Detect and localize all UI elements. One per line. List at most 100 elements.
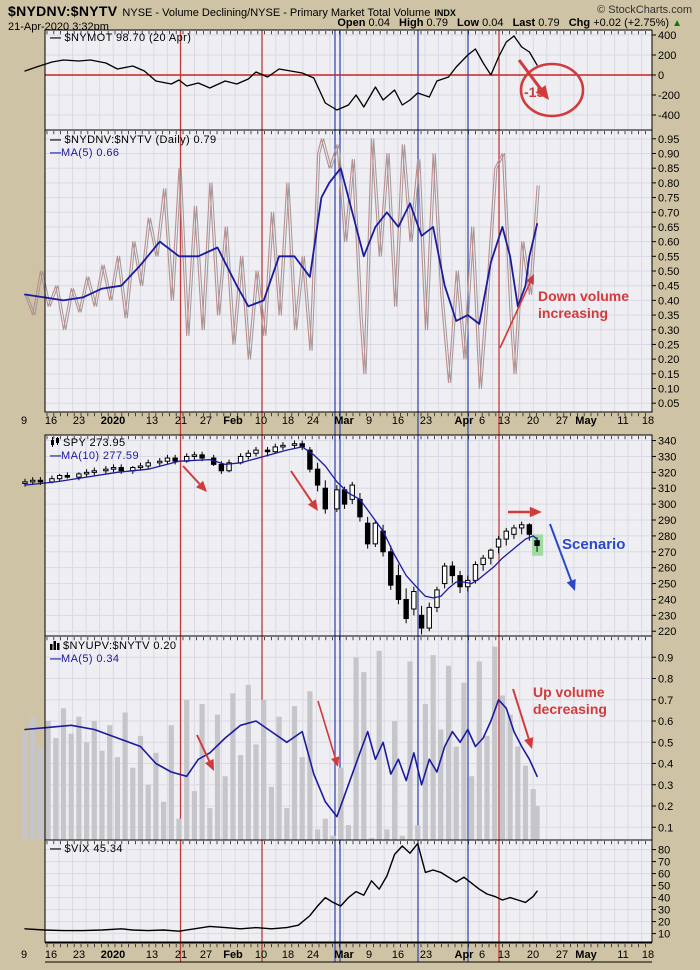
legend-nymot: — $NYMOT 98.70 (20 Apr) [50, 32, 192, 44]
annotation-down-volume-increasing: Down volume increasing [538, 288, 630, 321]
x-tick-label: 11 [617, 949, 628, 961]
ratio-bar [114, 757, 120, 840]
ratio-bar [291, 706, 298, 840]
ratio-bar [84, 742, 90, 840]
svg-text:400: 400 [658, 30, 676, 42]
chart-header: $NYDNV:$NYTV NYSE - Volume Declining/NYSE… [8, 3, 692, 33]
ratio-bar [214, 714, 221, 840]
legend-nydnv: — $NYDNV:$NYTV (Daily) 0.79 [50, 134, 217, 146]
x-tick-label: 24 [307, 949, 319, 961]
x-tick-label: 20 [527, 415, 539, 427]
ratio-bar [238, 755, 244, 840]
ratio-bar [222, 776, 228, 840]
svg-text:-400: -400 [658, 110, 680, 122]
svg-text:10: 10 [658, 929, 670, 941]
x-tick-label: Apr [455, 949, 475, 961]
svg-text:0.25: 0.25 [658, 339, 679, 351]
ratio-bar [407, 661, 413, 840]
annotation-arrow [517, 59, 542, 90]
ratio-bar [453, 746, 459, 840]
svg-text:0.30: 0.30 [658, 325, 679, 337]
x-tick-label: Feb [223, 949, 243, 961]
annotation-minus-15: -15 [524, 84, 545, 100]
chart-title-row: $NYDNV:$NYTV NYSE - Volume Declining/NYSE… [8, 3, 456, 21]
svg-text:0.75: 0.75 [658, 193, 679, 205]
x-tick-label: 16 [45, 415, 57, 427]
x-tick-label: May [575, 415, 597, 427]
high-value: 0.79 [426, 17, 448, 29]
low-value: 0.04 [482, 17, 504, 29]
annotation-arrow [512, 688, 530, 739]
annotation-arrow [499, 282, 531, 349]
symbol-label: $NYDNV:$NYTV [8, 3, 118, 19]
svg-text:0.5: 0.5 [658, 737, 673, 749]
ratio-bar [492, 646, 498, 840]
ratio-bar [534, 806, 540, 840]
ratio-bar [469, 776, 475, 840]
up-triangle-icon: ▲ [672, 18, 682, 29]
annotation-arrow [317, 700, 336, 758]
x-tick-label: 13 [146, 415, 158, 427]
ratio-bar [22, 731, 28, 840]
ratio-bar [430, 655, 436, 840]
x-tick-label: 18 [282, 415, 294, 427]
svg-text:0.70: 0.70 [658, 207, 679, 219]
ratio-bar [476, 661, 482, 840]
svg-text:50: 50 [658, 881, 670, 893]
svg-text:0.20: 0.20 [658, 354, 679, 366]
x-tick-label: 18 [282, 949, 294, 961]
annotation-up-volume-decreasing: Up volume decreasing [533, 684, 607, 717]
svg-text:330: 330 [658, 451, 676, 463]
x-tick-label: 10 [255, 949, 267, 961]
x-tick-label: 6 [479, 415, 485, 427]
svg-text:0.35: 0.35 [658, 310, 679, 322]
x-tick-label: 21 [175, 415, 187, 427]
ratio-bar [245, 684, 251, 840]
x-tick-label: 10 [255, 415, 267, 427]
ratio-bar [91, 721, 97, 840]
svg-text:240: 240 [658, 594, 676, 606]
svg-text:0.85: 0.85 [658, 163, 679, 175]
svg-text:20: 20 [658, 917, 670, 929]
x-tick-label: 23 [73, 949, 85, 961]
ratio-bar [60, 708, 67, 840]
svg-text:0.4: 0.4 [658, 759, 673, 771]
ratio-bar [299, 757, 305, 840]
annotation-circle [519, 62, 585, 118]
ratio-bar [107, 725, 113, 840]
svg-text:60: 60 [658, 869, 670, 881]
svg-text:300: 300 [658, 499, 676, 511]
ratio-bar [330, 835, 336, 840]
svg-text:230: 230 [658, 610, 676, 622]
candlestick-icon [51, 437, 59, 447]
x-tick-label: 24 [307, 415, 319, 427]
svg-text:0.1: 0.1 [658, 822, 673, 834]
open-label: Open [337, 17, 366, 29]
svg-text:0.3: 0.3 [658, 780, 673, 792]
ratio-bar [30, 716, 36, 840]
ratio-bar [45, 721, 51, 840]
x-tick-label: 27 [200, 949, 212, 961]
svg-text:270: 270 [658, 547, 676, 559]
ratio-bar [161, 801, 167, 840]
x-tick-label: 20 [527, 949, 539, 961]
svg-text:0.7: 0.7 [658, 695, 673, 707]
x-tick-label: 18 [642, 415, 654, 427]
ratio-bar [99, 750, 105, 840]
x-tick-label: 16 [392, 949, 404, 961]
svg-text:40: 40 [658, 893, 670, 905]
svg-text:80: 80 [658, 845, 670, 857]
ratio-bar [284, 808, 290, 840]
high-label: High [399, 17, 424, 29]
x-tick-label: 9 [366, 415, 372, 427]
svg-text:200: 200 [658, 50, 676, 62]
svg-text:0.8: 0.8 [658, 674, 673, 686]
ratio-bar [438, 729, 444, 840]
x-tick-label: 13 [498, 415, 510, 427]
ratio-bar [230, 693, 236, 840]
x-tick-label: May [575, 949, 597, 961]
x-tick-label: 13 [146, 949, 158, 961]
svg-text:0.50: 0.50 [658, 266, 679, 278]
x-tick-label: 9 [21, 949, 27, 961]
